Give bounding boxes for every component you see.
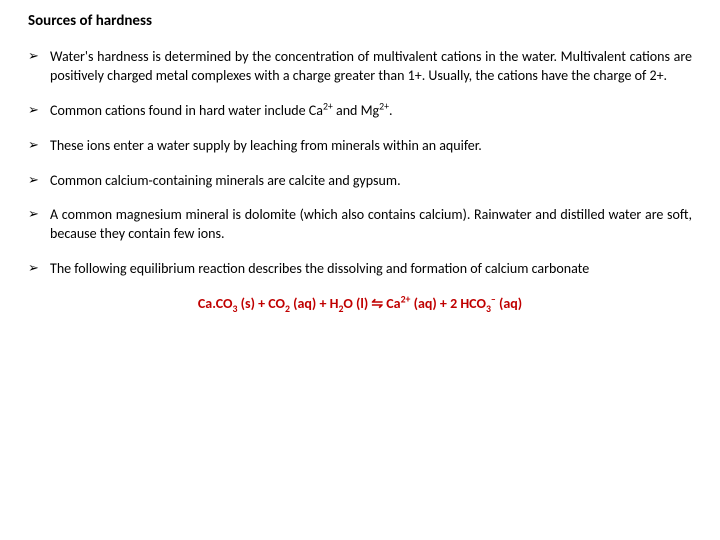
list-item: A common magnesium mineral is dolomite (… (28, 206, 692, 244)
list-item: Water's hardness is determined by the co… (28, 48, 692, 86)
superscript: 2+ (323, 100, 333, 112)
eq-fragment: O (l) ⇋ Ca (343, 295, 400, 312)
eq-fragment: (aq) + H (290, 295, 338, 312)
text-fragment: and Mg (333, 102, 379, 119)
equilibrium-equation: Ca.CO3 (s) + CO2 (aq) + H2O (l) ⇋ Ca2+ (… (28, 295, 692, 312)
page-title: Sources of hardness (28, 12, 692, 30)
text-fragment: . (389, 102, 393, 119)
eq-fragment: (aq) (496, 295, 522, 312)
list-item: These ions enter a water supply by leach… (28, 137, 692, 156)
eq-fragment: (aq) + 2 HCO (410, 295, 485, 312)
superscript: 2+ (379, 100, 389, 112)
list-item: Common calcium-containing minerals are c… (28, 172, 692, 191)
eq-fragment: Ca.CO (198, 295, 233, 312)
list-item: Common cations found in hard water inclu… (28, 102, 692, 121)
text-fragment: Common cations found in hard water inclu… (50, 102, 323, 119)
list-item: The following equilibrium reaction descr… (28, 260, 692, 279)
bullet-list: Water's hardness is determined by the co… (28, 48, 692, 279)
superscript: 2+ (401, 293, 411, 305)
eq-fragment: (s) + CO (237, 295, 285, 312)
